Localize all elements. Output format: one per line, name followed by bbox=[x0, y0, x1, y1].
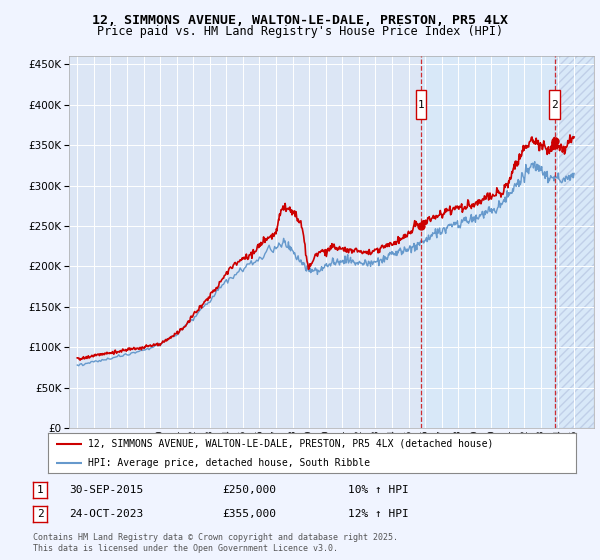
Text: 1: 1 bbox=[418, 100, 424, 110]
Text: 10% ↑ HPI: 10% ↑ HPI bbox=[348, 485, 409, 495]
Text: 2: 2 bbox=[551, 100, 558, 110]
Bar bbox=[555, 56, 594, 428]
Bar bbox=[421, 56, 555, 428]
Text: 12, SIMMONS AVENUE, WALTON-LE-DALE, PRESTON, PR5 4LX (detached house): 12, SIMMONS AVENUE, WALTON-LE-DALE, PRES… bbox=[88, 439, 493, 449]
Text: 1: 1 bbox=[37, 485, 44, 495]
Text: 2: 2 bbox=[37, 509, 44, 519]
Text: Price paid vs. HM Land Registry's House Price Index (HPI): Price paid vs. HM Land Registry's House … bbox=[97, 25, 503, 38]
Text: 30-SEP-2015: 30-SEP-2015 bbox=[69, 485, 143, 495]
FancyBboxPatch shape bbox=[550, 90, 560, 119]
Text: £250,000: £250,000 bbox=[222, 485, 276, 495]
Text: £355,000: £355,000 bbox=[222, 509, 276, 519]
Text: 12% ↑ HPI: 12% ↑ HPI bbox=[348, 509, 409, 519]
Text: HPI: Average price, detached house, South Ribble: HPI: Average price, detached house, Sout… bbox=[88, 458, 370, 468]
Text: 24-OCT-2023: 24-OCT-2023 bbox=[69, 509, 143, 519]
Text: 12, SIMMONS AVENUE, WALTON-LE-DALE, PRESTON, PR5 4LX: 12, SIMMONS AVENUE, WALTON-LE-DALE, PRES… bbox=[92, 14, 508, 27]
Text: Contains HM Land Registry data © Crown copyright and database right 2025.
This d: Contains HM Land Registry data © Crown c… bbox=[33, 533, 398, 553]
FancyBboxPatch shape bbox=[416, 90, 426, 119]
